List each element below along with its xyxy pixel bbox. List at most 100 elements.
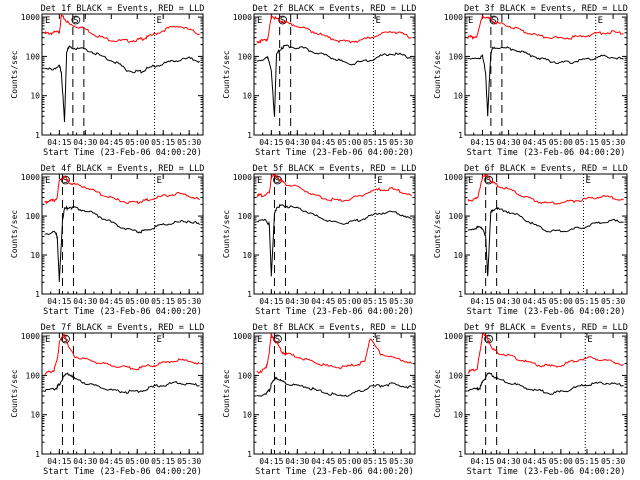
- y-tick-label: 1000: [233, 332, 252, 341]
- y-tick-label: 1: [458, 131, 463, 140]
- x-axis-label: Start Time (23-Feb-06 04:00:20): [43, 467, 202, 477]
- x-tick-label: 05:00: [337, 138, 361, 147]
- x-tick-label: 05:30: [389, 297, 413, 306]
- y-tick-label: 1000: [444, 332, 463, 341]
- y-tick-label: 1: [35, 450, 40, 459]
- e-marker-right: E: [587, 335, 592, 345]
- e-marker-left: E: [45, 176, 50, 186]
- x-tick-label: 05:00: [549, 138, 573, 147]
- y-tick-label: 1: [458, 450, 463, 459]
- y-tick-label: 100: [449, 52, 464, 61]
- x-tick-label: 05:15: [575, 138, 599, 147]
- panel-title: Det 3f BLACK = Events, RED = LLD: [464, 4, 628, 14]
- x-tick-label: 05:30: [601, 297, 625, 306]
- e-marker-left: E: [257, 176, 262, 186]
- x-axis-label: Start Time (23-Feb-06 04:00:20): [255, 148, 414, 158]
- s-marker-circle: [489, 15, 499, 25]
- x-tick-label: 05:00: [549, 297, 573, 306]
- panel-det-5: Det 5f BLACK = Events, RED = LLD 1 10 100 10…: [222, 164, 416, 317]
- series-line-LLD: [467, 15, 624, 41]
- series-line-Events: [44, 45, 200, 123]
- y-tick-label: 100: [449, 212, 464, 221]
- s-marker-circle: [484, 334, 494, 344]
- y-tick-label: 1000: [444, 13, 463, 22]
- s-marker-circle: [273, 175, 282, 185]
- x-tick-label: 05:00: [125, 138, 149, 147]
- s-marker-circle: [278, 15, 288, 25]
- plot-frame: [464, 13, 628, 136]
- panel-det-9: Det 9f BLACK = Events, RED = LLD 1 10 100 10…: [433, 323, 628, 477]
- y-tick-label: 1000: [21, 13, 40, 22]
- y-tick-label: 1000: [444, 173, 463, 182]
- s-marker-circle: [61, 175, 70, 185]
- y-tick-label: 100: [238, 371, 253, 380]
- x-axis-label: Start Time (23-Feb-06 04:00:20): [255, 467, 414, 477]
- y-tick-label: 10: [30, 92, 40, 101]
- s-marker-label: S: [73, 16, 78, 26]
- x-tick-label: 05:15: [363, 457, 387, 466]
- x-tick-label: 05:00: [337, 297, 361, 306]
- panel-title: Det 5f BLACK = Events, RED = LLD: [253, 164, 417, 174]
- x-tick-label: 05:15: [151, 297, 175, 306]
- y-axis-label: Counts/sec: [10, 369, 19, 417]
- x-axis-label: Start Time (23-Feb-06 04:00:20): [255, 307, 414, 317]
- y-tick-label: 1000: [21, 173, 40, 182]
- y-tick-label: 1: [35, 131, 40, 140]
- x-tick-label: 04:45: [99, 138, 123, 147]
- x-tick-label: 05:30: [389, 138, 413, 147]
- e-marker-left: E: [468, 335, 473, 345]
- s-marker-label: S: [491, 16, 496, 26]
- x-tick-label: 04:30: [285, 297, 309, 306]
- y-tick-label: 1000: [233, 173, 252, 182]
- series-line-LLD: [256, 332, 412, 374]
- plot-frame: [464, 332, 628, 455]
- e-marker-right: E: [377, 176, 382, 186]
- e-marker-right: E: [157, 335, 162, 345]
- y-tick-label: 100: [238, 52, 253, 61]
- e-marker-left: E: [45, 16, 50, 26]
- y-tick-label: 10: [30, 411, 40, 420]
- y-tick-label: 1000: [233, 13, 252, 22]
- y-axis-label: Counts/sec: [433, 369, 442, 417]
- x-tick-label: 04:15: [470, 457, 494, 466]
- x-tick-label: 04:45: [99, 457, 123, 466]
- y-axis-label: Counts/sec: [10, 210, 19, 258]
- panel-title: Det 4f BLACK = Events, RED = LLD: [41, 164, 205, 174]
- y-tick-label: 10: [242, 92, 252, 101]
- x-tick-label: 04:45: [523, 297, 547, 306]
- y-tick-label: 10: [242, 251, 252, 260]
- x-axis-label: Start Time (23-Feb-06 04:00:20): [467, 467, 626, 477]
- plot-frame: [253, 173, 416, 295]
- series-line-Events: [467, 46, 624, 117]
- plot-frame: [41, 173, 204, 295]
- plot-frame: [464, 173, 628, 295]
- panel-det-1: Det 1f BLACK = Events, RED = LLD 1 10 100 10…: [10, 4, 204, 158]
- series-line-LLD: [44, 14, 200, 43]
- y-axis-label: Counts/sec: [433, 210, 442, 258]
- x-tick-label: 04:45: [311, 457, 335, 466]
- x-tick-label: 04:15: [47, 457, 71, 466]
- x-tick-label: 04:30: [73, 138, 97, 147]
- series-line-Events: [256, 203, 412, 277]
- x-tick-label: 05:30: [177, 457, 201, 466]
- e-marker-right: E: [585, 176, 590, 186]
- y-tick-label: 1: [247, 290, 252, 299]
- x-tick-label: 05:15: [575, 297, 599, 306]
- s-marker-label: S: [275, 335, 280, 345]
- y-tick-label: 100: [26, 371, 41, 380]
- x-tick-label: 04:15: [259, 457, 283, 466]
- series-line-Events: [467, 206, 624, 277]
- x-tick-label: 05:15: [575, 457, 599, 466]
- x-tick-label: 04:15: [47, 138, 71, 147]
- x-tick-label: 05:00: [337, 457, 361, 466]
- e-marker-left: E: [468, 16, 473, 26]
- e-marker-right: E: [375, 16, 380, 26]
- x-tick-label: 04:15: [470, 138, 494, 147]
- x-tick-label: 05:15: [363, 138, 387, 147]
- x-tick-label: 04:15: [259, 297, 283, 306]
- s-marker-label: S: [486, 335, 491, 345]
- x-tick-label: 04:15: [47, 297, 71, 306]
- x-tick-label: 04:15: [259, 138, 283, 147]
- e-marker-left: E: [45, 335, 50, 345]
